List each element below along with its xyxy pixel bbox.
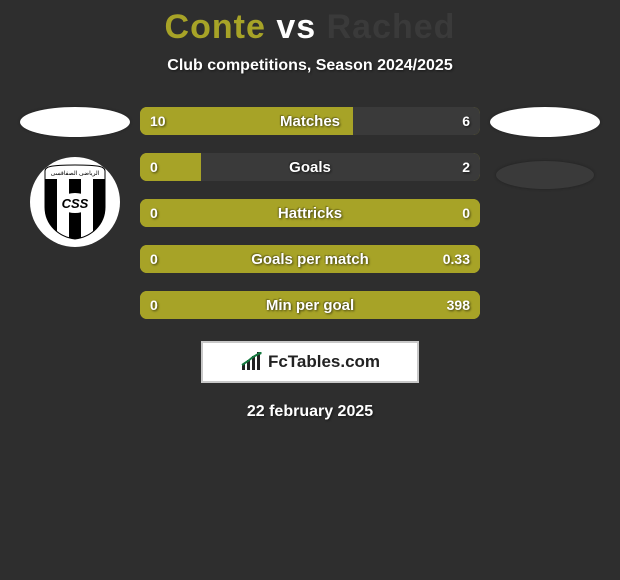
stat-bar: 0398Min per goal xyxy=(140,291,480,319)
stat-bar: 00.33Goals per match xyxy=(140,245,480,273)
svg-text:CSS: CSS xyxy=(62,196,89,211)
title-player1: Conte xyxy=(165,8,266,46)
page-title: Conte vs Rached xyxy=(0,8,620,47)
stat-bar: 02Goals xyxy=(140,153,480,181)
stat-bar: 00Hattricks xyxy=(140,199,480,227)
main-row: الرياضى الصفاقسى CSS 106Matches 02Goals 00… xyxy=(0,107,620,337)
title-player2: Rached xyxy=(327,8,456,46)
player1-club-badge: الرياضى الصفاقسى CSS xyxy=(30,157,120,247)
left-column: الرياضى الصفاقسى CSS xyxy=(0,107,140,247)
brand-text: FcTables.com xyxy=(268,352,380,372)
bar-label: Goals per match xyxy=(140,245,480,273)
bar-label: Matches xyxy=(140,107,480,135)
bar-label: Goals xyxy=(140,153,480,181)
date-label: 22 february 2025 xyxy=(0,403,620,421)
stat-bar: 106Matches xyxy=(140,107,480,135)
comparison-card: Conte vs Rached Club competitions, Seaso… xyxy=(0,0,620,421)
bar-label: Min per goal xyxy=(140,291,480,319)
stats-bars: 106Matches 02Goals 00Hattricks 00.33Goals p… xyxy=(140,107,480,337)
css-shield-icon: الرياضى الصفاقسى CSS xyxy=(41,163,109,241)
bar-label: Hattricks xyxy=(140,199,480,227)
title-vs: vs xyxy=(276,8,316,46)
right-column xyxy=(480,107,620,189)
player2-headshot-placeholder xyxy=(490,107,600,137)
player2-club-placeholder xyxy=(496,161,594,189)
bar-chart-icon xyxy=(240,352,264,372)
player1-headshot-placeholder xyxy=(20,107,130,137)
subtitle: Club competitions, Season 2024/2025 xyxy=(0,57,620,75)
brand-badge: FcTables.com xyxy=(201,341,419,383)
svg-text:الرياضى الصفاقسى: الرياضى الصفاقسى xyxy=(51,170,100,177)
